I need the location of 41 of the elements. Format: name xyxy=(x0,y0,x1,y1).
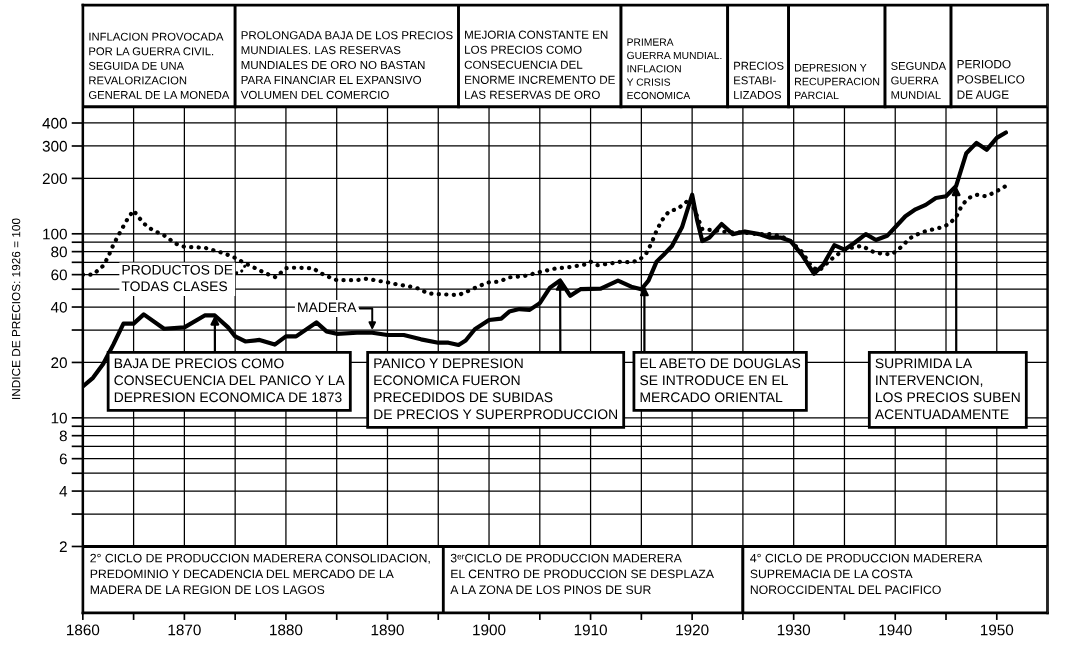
y-tick-label: 10 xyxy=(51,412,67,424)
x-tick-label: 1930 xyxy=(777,624,811,636)
x-tick-label: 1910 xyxy=(574,624,607,636)
annotation: PANICO Y DEPRESION ECONOMICA FUERON PRECEDIDOS DE SUBIDAS DE PRECIOS Y SUPERPRODUCCION xyxy=(374,358,617,420)
x-tick-label: 1950 xyxy=(980,624,1014,636)
annotation: EL ABETO DE DOUGLAS SE INTRODUCE EN EL MERCADO ORIENTAL xyxy=(640,358,801,403)
band-label: DEPRESION Y RECUPERACION PARCIAL xyxy=(795,63,880,100)
band-label: INFLACION PROVOCADA POR LA GUERRA CIVIL. SEGUIDA DE UNA REVALORIZACION GENERAL DE LA MONEDA xyxy=(88,32,230,99)
y-tick-label: 100 xyxy=(43,228,67,240)
annotation: BAJA DE PRECIOS COMO CONSECUENCIA DEL PANICO Y LA DEPRESION ECONOMICA DE 1873 xyxy=(114,358,345,403)
x-tick-label: 1870 xyxy=(168,624,201,636)
x-tick-label: 1900 xyxy=(473,624,506,636)
y-tick-label: 4 xyxy=(59,486,68,497)
band-label: PROLONGADA BAJA DE LOS PRECIOS MUNDIALES. LAS RESERVAS MUNDIALES DE ORO NO BASTAN PARA FINANCIAR EL EXPANSIVO VOLUMEN DEL COMERCIO xyxy=(240,31,453,99)
band-label: 3ᵉʳCICLO DE PRODUCCION MADERERA EL CENTRO DE PRODUCCION SE DESPLAZA A LA ZONA DE LOS PINOS DE SUR xyxy=(450,553,714,595)
band-label: 4° CICLO DE PRODUCCION MADERERA SUPREMACIA DE LA COSTA NOROCCIDENTAL DEL PACIFICO xyxy=(750,553,983,595)
y-tick-label: 300 xyxy=(42,140,67,152)
x-tick-label: 1860 xyxy=(67,624,100,636)
x-tick-label: 1940 xyxy=(879,624,912,636)
y-tick-label: 80 xyxy=(51,246,67,258)
x-tick-label: 1920 xyxy=(676,624,709,636)
y-tick-label: 60 xyxy=(51,269,67,281)
band-label: PRIMERA GUERRA MUNDIAL. INFLACION Y CRISIS ECONOMICA xyxy=(626,38,722,100)
x-tick-label: 1890 xyxy=(371,624,404,636)
y-tick-label: 8 xyxy=(59,430,67,442)
band-label: 2° CICLO DE PRODUCCION MADERERA CONSOLIDACION, PREDOMINIO Y DECADENCIA DEL MERCADO DE LA MADERA DE LA REGION DE LOS LAGOS xyxy=(90,553,430,595)
series-label: MADERA xyxy=(298,302,357,313)
y-tick-label: 40 xyxy=(50,301,67,313)
band-label: SEGUNDA GUERRA MUNDIAL xyxy=(891,62,947,99)
y-tick-label: 20 xyxy=(51,357,67,369)
y-tick-label: 6 xyxy=(59,453,67,465)
y-tick-label: 2 xyxy=(59,541,67,553)
y-axis-title: INDICE DE PRECIOS: 1926 = 100 xyxy=(11,218,21,399)
annotation: SUPRIMIDA LA INTERVENCION, LOS PRECIOS SUBEN ACENTUADAMENTE xyxy=(874,358,1020,420)
y-tick-label: 200 xyxy=(42,173,67,185)
x-tick-label: 1880 xyxy=(270,624,303,636)
band-label: MEJORIA CONSTANTE EN LOS PRECIOS COMO CONSECUENCIA DEL ENORME INCREMENTO DE LAS RESERVAS DE ORO xyxy=(464,30,615,99)
y-tick-label: 400 xyxy=(42,117,67,129)
band-label: PRECIOS ESTABI- LIZADOS xyxy=(734,61,784,99)
legend-label: PRODUCTOS DE TODAS CLASES xyxy=(121,264,233,292)
band-label: PERIODO POSBELICO DE AUGE xyxy=(957,59,1025,99)
